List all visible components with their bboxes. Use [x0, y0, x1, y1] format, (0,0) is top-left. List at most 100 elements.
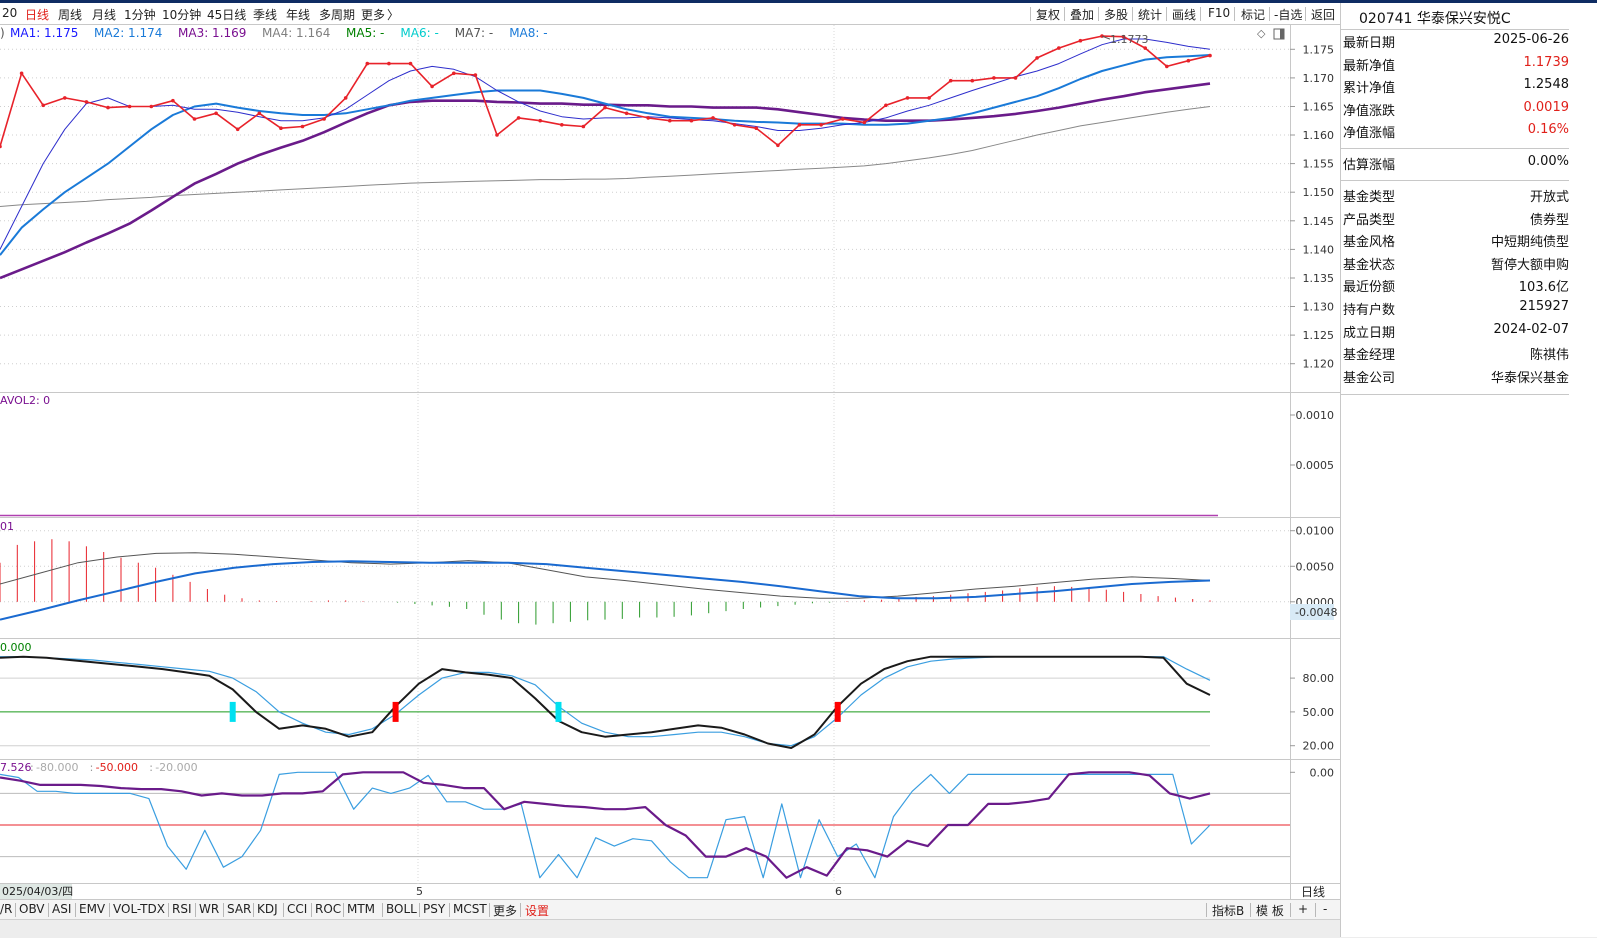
info-label: 基金类型 [1343, 190, 1396, 205]
tab-sar[interactable]: SAR [227, 902, 252, 916]
y-tick-label: 80.00 [1303, 672, 1335, 685]
tab-roc[interactable]: ROC [315, 902, 342, 916]
zoom-out-icon[interactable]: - [1323, 902, 1328, 916]
nav-point [452, 71, 456, 76]
kdj-cross-marks [229, 701, 841, 722]
overlay-button[interactable]: 叠加 [1070, 8, 1095, 22]
info-label: 最新日期 [1343, 36, 1396, 51]
kdj-y-ticks: 80.00 50.00 20.00 [1290, 672, 1334, 753]
period-item-more[interactable]: 更多 [361, 8, 386, 22]
tab-emv[interactable]: EMV [79, 902, 106, 916]
macd-legend: 01 [0, 520, 14, 533]
stats-button[interactable]: 统计 [1138, 8, 1163, 22]
tab-asi[interactable]: ASI [52, 902, 72, 916]
tab-more[interactable]: 更多 [493, 904, 518, 918]
macd-gridlines [0, 530, 1290, 603]
info-value: 0.0019 [1523, 99, 1570, 115]
period-more-arrow-icon[interactable]: 〉 [387, 8, 400, 22]
multi-stock-button[interactable]: 多股 [1104, 8, 1129, 22]
info-row: 基金风格 中短期纯债型 [1341, 229, 1569, 251]
period-item-multi[interactable]: 多周期 [319, 8, 356, 22]
info-value: 债券型 [1529, 212, 1569, 228]
period-item-weekly[interactable]: 周线 [58, 8, 83, 22]
x-month-label-5: 5 [416, 885, 423, 898]
diamond-icon[interactable]: ◇ [1257, 27, 1266, 40]
nav-point [84, 100, 89, 104]
tab-vol-tdx[interactable]: VOL-TDX [113, 902, 165, 916]
zoom-in-icon[interactable]: + [1298, 902, 1309, 916]
period-item-monthly[interactable]: 月线 [92, 8, 117, 22]
nav-point [495, 133, 499, 137]
y-tick-label: 1.160 [1303, 129, 1335, 142]
tab-cci[interactable]: CCI [287, 902, 308, 916]
nav-point [1143, 46, 1147, 50]
nav-point [149, 104, 154, 109]
wr-series [0, 771, 1211, 879]
info-row: 基金经理 陈祺伟 [1341, 342, 1569, 364]
ma-legend-prefix: ) [0, 26, 5, 40]
wr-gridlines [0, 792, 1290, 858]
fund-title: 020741 华泰保兴安悦C [1359, 11, 1511, 27]
fuquan-button[interactable]: 复权 [1036, 8, 1061, 22]
y-tick-label: 1.140 [1303, 243, 1335, 256]
info-label: 基金经理 [1343, 348, 1396, 364]
info-row: 产品类型 债券型 [1341, 207, 1569, 229]
ma-legend-item: MA7: - [455, 26, 493, 40]
x-date-label: 025/04/03/四 [2, 885, 73, 898]
indicator-b-button[interactable]: 指标B [1212, 904, 1245, 918]
nav-point [322, 117, 326, 121]
kdj-cross-mark [392, 701, 399, 722]
tab-obv[interactable]: OBV [19, 902, 45, 916]
period-item-20[interactable]: 20 [2, 6, 18, 20]
tab-mcst[interactable]: MCST [453, 902, 487, 916]
period-item-1min[interactable]: 1分钟 [124, 8, 156, 22]
info-label: 净值涨跌 [1343, 103, 1396, 119]
price-gridlines [0, 48, 1290, 365]
period-item-45day[interactable]: 45日线 [207, 8, 247, 22]
info-value: 215927 [1519, 299, 1569, 314]
info-row: 净值涨幅 0.16% [1341, 120, 1569, 142]
nav-point [127, 104, 132, 109]
info-row: 最新净值 1.1739 [1341, 53, 1569, 75]
y-tick-label: 20.00 [1303, 740, 1335, 753]
tab-settings[interactable]: 设置 [525, 904, 550, 918]
nav-point [970, 78, 975, 83]
tab-vr[interactable]: /R [0, 902, 13, 916]
wr-legend-sep: : [30, 761, 34, 774]
ma-legend-item: MA3: 1.169 [178, 26, 246, 40]
f10-button[interactable]: F10 [1208, 6, 1231, 20]
info-value: 0.00% [1527, 154, 1569, 169]
nav-point [646, 116, 650, 120]
info-label: 成立日期 [1343, 325, 1396, 341]
period-item-year[interactable]: 年线 [286, 8, 311, 22]
back-button[interactable]: 返回 [1311, 8, 1336, 22]
chart-area[interactable]: ) MA1: 1.175 MA2: 1.174 MA3: 1.169 MA4: 1.1… [0, 25, 1340, 900]
y-tick-label: 1.130 [1303, 301, 1335, 314]
macd-histogram [0, 539, 1211, 625]
mark-button[interactable]: 标记 [1241, 8, 1266, 22]
chart-svg[interactable]: ) MA1: 1.175 MA2: 1.174 MA3: 1.169 MA4: 1.1… [0, 25, 1340, 900]
nav-point [560, 123, 564, 127]
template-button[interactable]: 模 板 [1256, 904, 1284, 918]
period-item-daily[interactable]: 日线 [25, 8, 50, 22]
tab-psy[interactable]: PSY [423, 902, 446, 916]
period-item-10min[interactable]: 10分钟 [162, 8, 202, 22]
info-divider [1341, 394, 1569, 395]
nav-point [516, 116, 521, 120]
tab-wr[interactable]: WR [199, 902, 220, 916]
tab-rsi[interactable]: RSI [172, 902, 192, 916]
tab-kdj[interactable]: KDJ [257, 902, 278, 916]
tab-boll[interactable]: BOLL [386, 902, 417, 916]
info-label: 基金状态 [1343, 257, 1396, 273]
wr-legend-sep: : [149, 761, 153, 774]
draw-line-button[interactable]: 画线 [1172, 8, 1197, 22]
ma-legend-item: MA4: 1.164 [262, 26, 330, 40]
y-tick-label: 0.0100 [1296, 525, 1335, 538]
y-tick-label: 1.150 [1303, 186, 1335, 199]
ma-legend-item: MA1: 1.175 [10, 26, 78, 40]
tab-mtm[interactable]: MTM [347, 902, 376, 916]
period-item-quarter[interactable]: 季线 [253, 8, 278, 22]
add-watchlist-button[interactable]: -自选 [1274, 8, 1303, 22]
nav-point [862, 120, 867, 125]
y-tick-label: 1.120 [1303, 358, 1335, 371]
